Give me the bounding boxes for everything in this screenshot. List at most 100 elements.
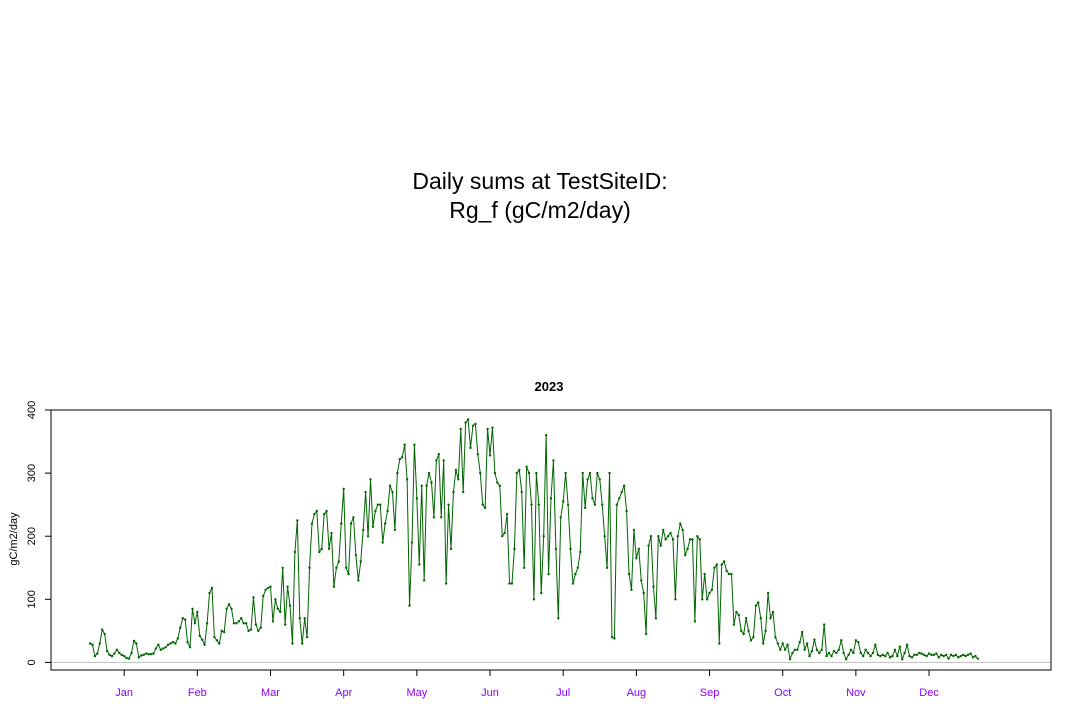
data-point: [810, 649, 814, 653]
x-tick-label-may: May: [406, 687, 427, 699]
data-point: [108, 653, 111, 657]
data-point: [964, 654, 967, 658]
data-point: [654, 617, 658, 620]
data-point: [215, 639, 219, 642]
data-point: [491, 426, 494, 429]
data-point: [220, 629, 223, 633]
data-point: [864, 648, 867, 652]
data-point: [591, 497, 594, 500]
data-point: [213, 635, 216, 639]
data-point: [779, 648, 782, 652]
data-point: [940, 653, 943, 657]
data-point: [530, 503, 533, 506]
data-point: [815, 648, 819, 652]
data-point: [227, 603, 231, 606]
data-point: [525, 465, 528, 468]
data-point: [488, 454, 492, 457]
data-point: [181, 617, 184, 620]
data-point: [176, 637, 180, 640]
data-point: [569, 547, 572, 551]
data-point: [274, 598, 277, 601]
data-point: [676, 535, 680, 538]
x-tick-label-dec: Dec: [919, 687, 939, 699]
data-point: [152, 652, 155, 655]
data-point: [383, 522, 387, 525]
page-title: Daily sums at TestSiteID: Rg_f (gC/m2/da…: [0, 167, 1080, 225]
data-point: [349, 522, 353, 525]
data-point: [781, 642, 784, 645]
data-point: [857, 641, 860, 644]
data-point: [257, 629, 260, 633]
data-point: [727, 572, 731, 576]
data-point: [296, 519, 299, 522]
data-point: [510, 582, 514, 585]
data-point: [205, 622, 209, 625]
data-point: [186, 641, 189, 644]
data-point: [620, 490, 623, 494]
data-point: [966, 653, 970, 657]
data-point: [386, 509, 389, 513]
data-point: [696, 535, 699, 538]
y-axis: 0 100 200 300 400: [26, 401, 51, 665]
data-point: [179, 626, 182, 629]
data-point: [169, 642, 172, 645]
data-point: [318, 550, 321, 554]
data-point: [635, 557, 638, 560]
data-point: [469, 446, 472, 450]
data-point: [242, 622, 245, 625]
data-point: [201, 638, 204, 641]
x-tick-label-jan: Jan: [115, 687, 133, 699]
data-point: [803, 648, 806, 652]
data-point: [793, 648, 797, 652]
data-point: [527, 471, 531, 475]
data-point: [337, 560, 341, 563]
data-point: [669, 531, 672, 535]
data-point: [688, 538, 692, 541]
data-point: [159, 648, 162, 652]
data-point: [661, 528, 665, 532]
data-point: [520, 490, 523, 494]
data-point: [342, 487, 345, 491]
data-point: [476, 452, 480, 456]
data-point: [305, 635, 309, 639]
data-point: [440, 516, 443, 519]
x-axis: Jan Feb Mar Apr May Jun Jul Aug Sep Oct Nov Dec: [115, 670, 939, 699]
data-point: [479, 471, 482, 475]
x-tick-label-mar: Mar: [261, 687, 280, 699]
data-point: [927, 652, 931, 655]
data-point: [98, 642, 101, 645]
data-point: [625, 509, 628, 513]
data-point: [835, 651, 838, 655]
data-point: [937, 656, 941, 659]
data-point: [686, 547, 689, 551]
data-point: [798, 641, 801, 644]
data-point: [859, 651, 862, 655]
data-point: [244, 622, 248, 625]
data-point: [454, 468, 458, 472]
data-point: [847, 653, 850, 657]
data-point: [354, 553, 358, 557]
data-point: [659, 544, 662, 547]
data-point: [308, 566, 311, 569]
data-point: [754, 604, 758, 607]
data-point: [105, 649, 109, 653]
data-point: [783, 648, 787, 652]
data-point: [364, 490, 367, 494]
data-point: [957, 656, 960, 659]
data-point: [881, 653, 884, 657]
data-point: [264, 588, 267, 592]
data-point: [618, 497, 621, 500]
data-point: [276, 607, 280, 610]
data-point: [842, 651, 845, 655]
data-point: [437, 452, 441, 456]
data-point: [771, 610, 775, 614]
data-point: [564, 471, 567, 475]
data-point: [261, 594, 265, 598]
data-point: [715, 563, 719, 566]
data-point: [157, 643, 160, 646]
data-point: [486, 427, 489, 431]
data-point: [537, 503, 541, 506]
data-point: [627, 572, 631, 576]
data-point: [796, 648, 799, 652]
data-point: [693, 620, 697, 623]
